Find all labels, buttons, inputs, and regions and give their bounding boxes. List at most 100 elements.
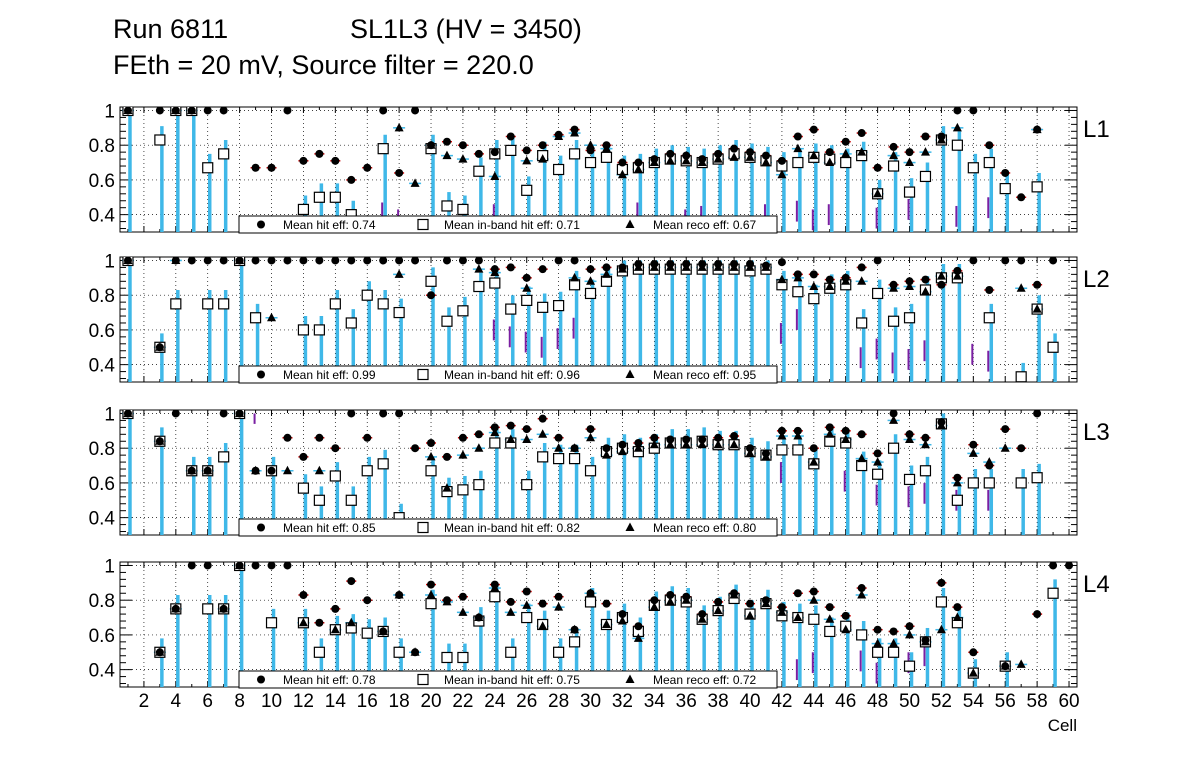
hit-eff-point [442, 452, 451, 461]
inband-eff-point [1047, 341, 1059, 353]
panel-label: L2 [1083, 266, 1110, 293]
hit-eff-point [411, 444, 420, 453]
hit-eff-point [793, 426, 802, 435]
reco-eff-point [633, 164, 643, 173]
inband-eff-point [329, 298, 341, 310]
inband-eff-point [872, 468, 884, 480]
legend: Mean hit eff: 0.85 Mean in-band hit eff: … [238, 518, 778, 537]
legend-entry: Mean in-band hit eff: 0.82 [444, 521, 580, 535]
hit-eff-point [953, 266, 962, 275]
hit-eff-point [650, 155, 659, 164]
hit-eff-point [379, 107, 388, 115]
x-tick-label: 28 [548, 691, 569, 712]
hit-eff-point [442, 257, 451, 265]
hit-eff-point [905, 622, 914, 631]
hit-eff-point [506, 597, 515, 606]
x-tick-label: 54 [963, 691, 985, 712]
hit-eff-point [187, 257, 196, 265]
hit-eff-point [730, 589, 739, 598]
hit-eff-point [889, 280, 898, 289]
hit-eff-point [714, 259, 723, 268]
reco-eff-point [394, 122, 404, 132]
x-tick-label: 34 [644, 691, 666, 712]
panel-label: L3 [1083, 419, 1110, 446]
reco-eff-point [825, 157, 835, 167]
hit-eff-point [1001, 257, 1010, 265]
hit-eff-point [618, 440, 627, 449]
hit-eff-point [985, 285, 994, 294]
hit-eff-point [554, 130, 563, 139]
reco-eff-point [474, 264, 484, 273]
hit-eff-point [235, 410, 244, 418]
reco-eff-point [745, 610, 755, 620]
inband-eff-point [856, 629, 868, 641]
reco-eff-point [554, 602, 564, 611]
reco-eff-point [633, 443, 643, 452]
hit-eff-point [905, 430, 914, 439]
hit-eff-point [315, 618, 324, 627]
reco-eff-point [410, 178, 420, 187]
inband-eff-point [441, 200, 453, 212]
x-tick-label: 18 [389, 691, 410, 712]
x-tick-label: 32 [612, 691, 633, 712]
hit-eff-point [777, 603, 786, 612]
inband-eff-point [537, 451, 549, 463]
hit-eff-point [203, 466, 212, 475]
legend-marker-hit [257, 220, 265, 229]
inband-eff-point [457, 203, 469, 216]
reco-eff-point [490, 171, 500, 180]
hit-eff-point [458, 257, 467, 265]
inband-eff-point [584, 465, 597, 477]
hit-eff-point [203, 562, 212, 570]
inband-eff-point [377, 298, 389, 310]
inband-eff-point [361, 627, 373, 639]
panel-l3: 0.4 0.6 0.8 1 Mean hit eff: 0.85 Mean in-band… [89, 404, 1110, 537]
reco-eff-point [665, 439, 675, 449]
inband-eff-point [377, 143, 389, 155]
reco-eff-point [793, 431, 803, 440]
hit-eff-point [171, 107, 180, 115]
x-tick-label: 22 [452, 691, 473, 712]
reco-eff-point [601, 450, 611, 459]
hit-eff-point [841, 273, 850, 282]
reco-eff-point [809, 595, 819, 604]
reco-eff-point [490, 427, 500, 437]
inband-eff-point [584, 287, 597, 300]
hit-eff-point [363, 257, 372, 265]
inband-eff-point [999, 182, 1011, 195]
y-tick-label: 1 [104, 556, 115, 577]
hit-eff-point [921, 636, 930, 645]
hit-eff-point [809, 444, 818, 453]
inband-eff-point [441, 651, 453, 664]
legend-entry: Mean reco eff: 0.67 [653, 218, 757, 232]
x-tick-label: 56 [995, 691, 1016, 712]
hit-eff-point [666, 590, 675, 599]
inband-eff-point [1031, 181, 1043, 193]
reco-eff-point [426, 589, 436, 599]
hit-eff-point [538, 414, 547, 423]
hit-eff-point [554, 433, 563, 442]
reco-eff-point [633, 633, 643, 642]
inband-eff-point [808, 293, 820, 305]
inband-eff-point [887, 315, 900, 327]
hit-eff-point [841, 426, 850, 435]
inband-eff-point [887, 160, 900, 172]
inband-eff-point [505, 646, 517, 658]
x-tick-label: 6 [202, 691, 213, 712]
reco-eff-point [809, 150, 819, 160]
inband-eff-point [154, 134, 166, 146]
reco-eff-point [873, 638, 883, 648]
inband-eff-point [553, 300, 565, 312]
panel-l4: 0.4 0.6 0.8 1 Mean hit eff: 0.78 Mean in-band… [89, 556, 1110, 689]
hit-eff-point [171, 257, 180, 265]
hit-eff-point [235, 257, 244, 265]
hit-eff-point [682, 435, 691, 444]
inband-eff-point [935, 596, 948, 608]
hit-eff-point [809, 587, 818, 596]
inband-eff-point [457, 305, 469, 317]
hit-eff-point [363, 596, 372, 605]
hit-eff-point [331, 444, 340, 453]
reco-eff-point [905, 629, 915, 639]
legend-marker-inband [417, 521, 429, 534]
